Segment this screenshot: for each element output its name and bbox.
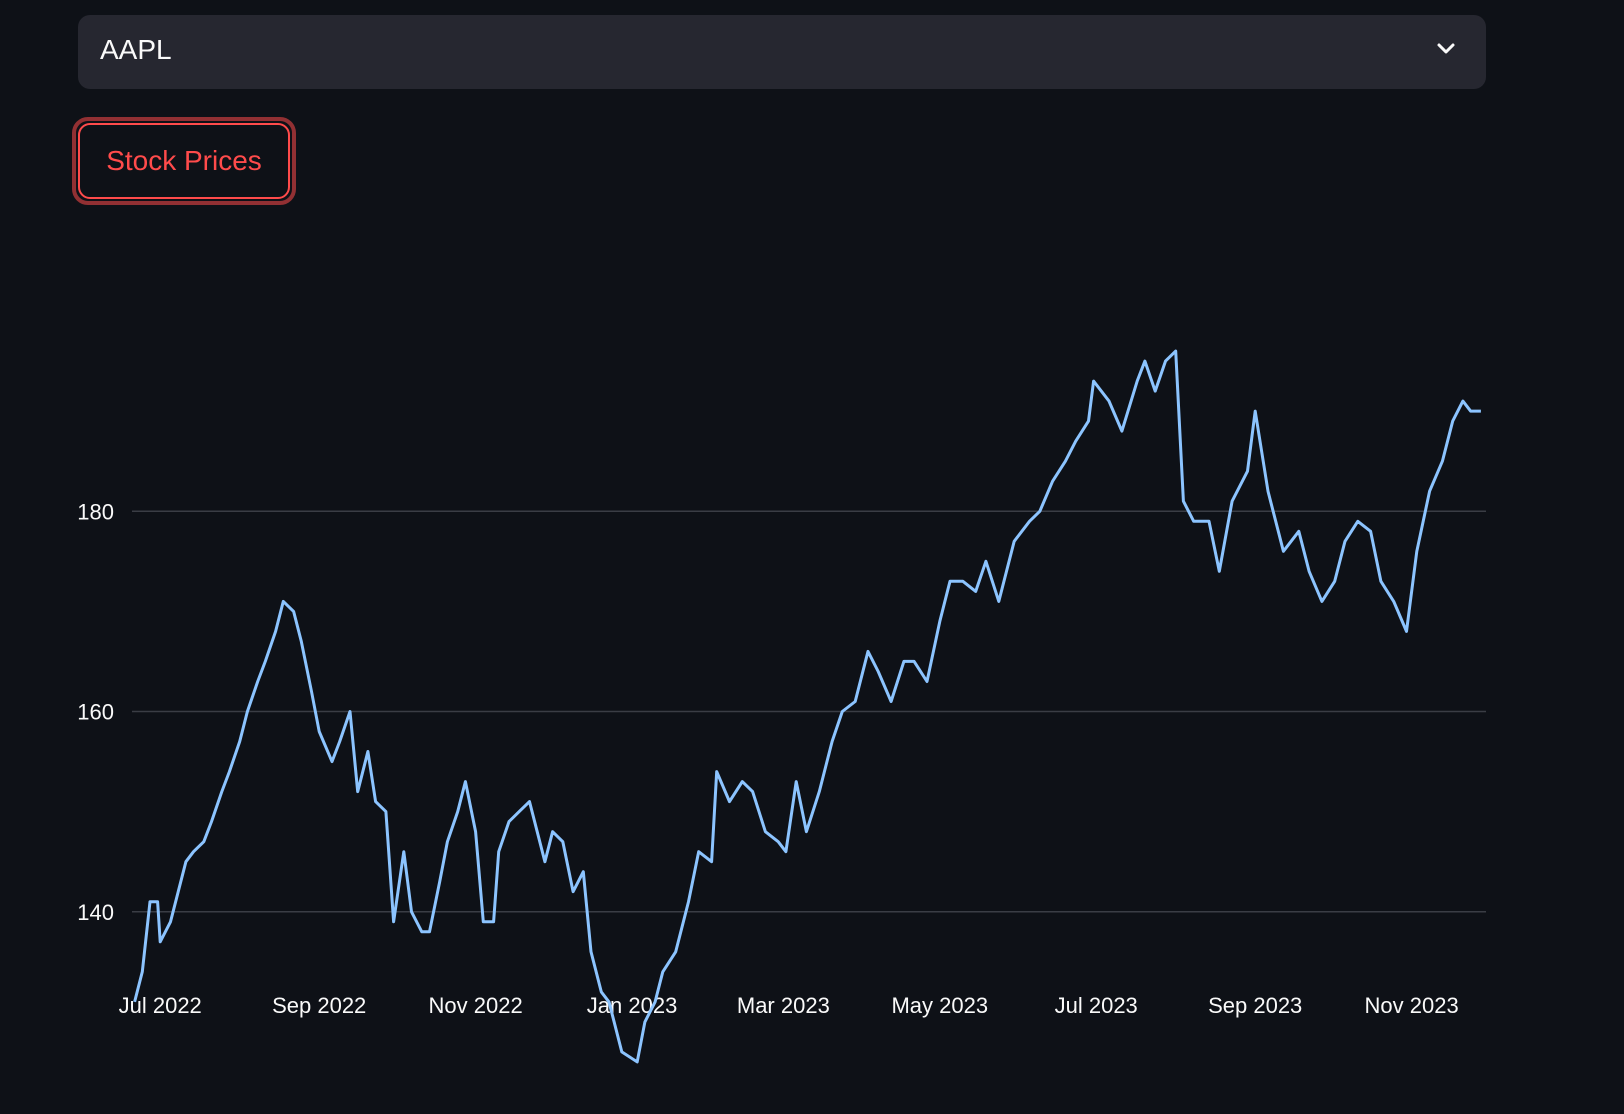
y-tick-label: 180 xyxy=(77,499,114,524)
x-tick-label: Nov 2022 xyxy=(429,993,523,1018)
x-tick-label: Sep 2022 xyxy=(272,993,366,1018)
x-tick-label: Jul 2023 xyxy=(1055,993,1138,1018)
ticker-select[interactable]: AAPL xyxy=(78,15,1486,89)
grid-layer xyxy=(132,510,1486,913)
button-focus-ring xyxy=(72,117,296,205)
x-tick-label: Jan 2023 xyxy=(587,993,678,1018)
chevron-down-icon[interactable] xyxy=(1434,37,1458,61)
ticker-select-value: AAPL xyxy=(100,34,172,65)
x-tick-label: Sep 2023 xyxy=(1208,993,1302,1018)
x-axis: Jul 2022 Sep 2022 Nov 2022 Jan 2023 Mar 2023… xyxy=(119,993,1459,1018)
stock-prices-button[interactable]: Stock Prices xyxy=(78,123,290,199)
y-tick-label: 140 xyxy=(77,900,114,925)
y-axis: 140 160 180 xyxy=(77,499,114,925)
y-tick-label: 160 xyxy=(77,700,114,725)
x-tick-label: Nov 2023 xyxy=(1365,993,1459,1018)
x-tick-label: May 2023 xyxy=(891,993,988,1018)
series-line-0 xyxy=(133,349,1481,1064)
x-tick-label: Mar 2023 xyxy=(737,993,830,1018)
x-tick-label: Jul 2022 xyxy=(119,993,202,1018)
series-layer xyxy=(133,349,1481,1064)
